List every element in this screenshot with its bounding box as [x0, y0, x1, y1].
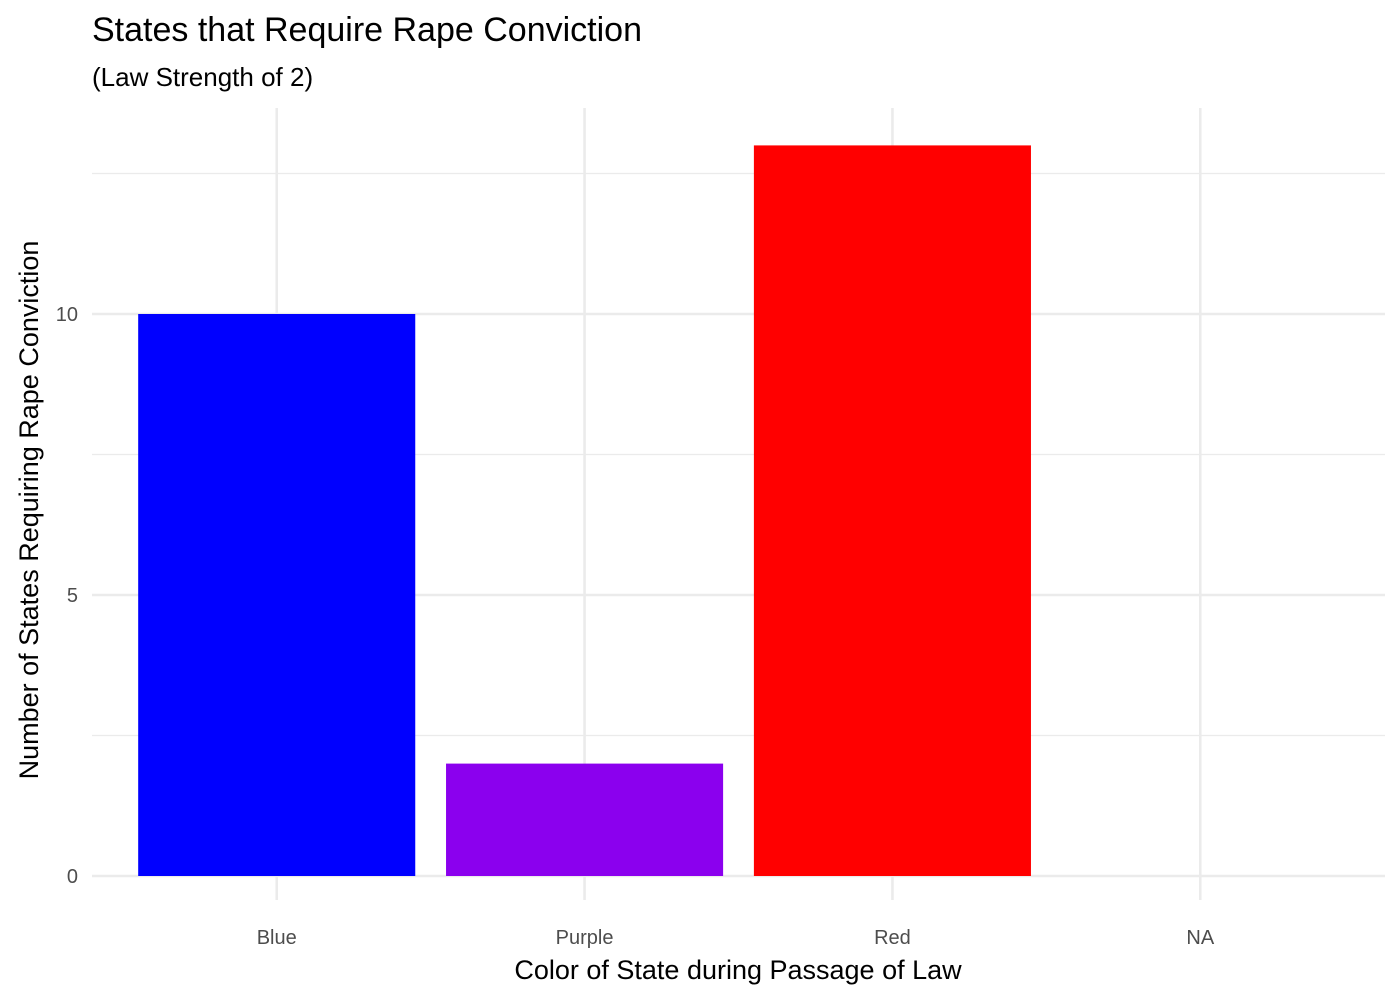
x-tick-label: Red	[874, 927, 911, 949]
y-tick-label: 5	[67, 585, 78, 607]
y-axis-ticks: 0 5 10	[56, 304, 78, 888]
bar-purple	[446, 763, 724, 876]
bar-blue	[138, 314, 416, 876]
chart-subtitle: (Law Strength of 2)	[92, 62, 314, 92]
bars	[138, 145, 1031, 876]
x-tick-label: Purple	[556, 927, 614, 949]
y-axis-title: Number of States Requiring Rape Convicti…	[14, 241, 44, 780]
x-tick-label: Blue	[257, 927, 297, 949]
x-axis-ticks: Blue Purple Red NA	[257, 927, 1215, 949]
x-axis-title: Color of State during Passage of Law	[514, 955, 962, 985]
y-tick-label: 10	[56, 304, 78, 326]
x-tick-label: NA	[1186, 927, 1214, 949]
chart-title: States that Require Rape Conviction	[92, 11, 642, 49]
y-tick-label: 0	[67, 866, 78, 888]
bar-red	[753, 145, 1031, 876]
